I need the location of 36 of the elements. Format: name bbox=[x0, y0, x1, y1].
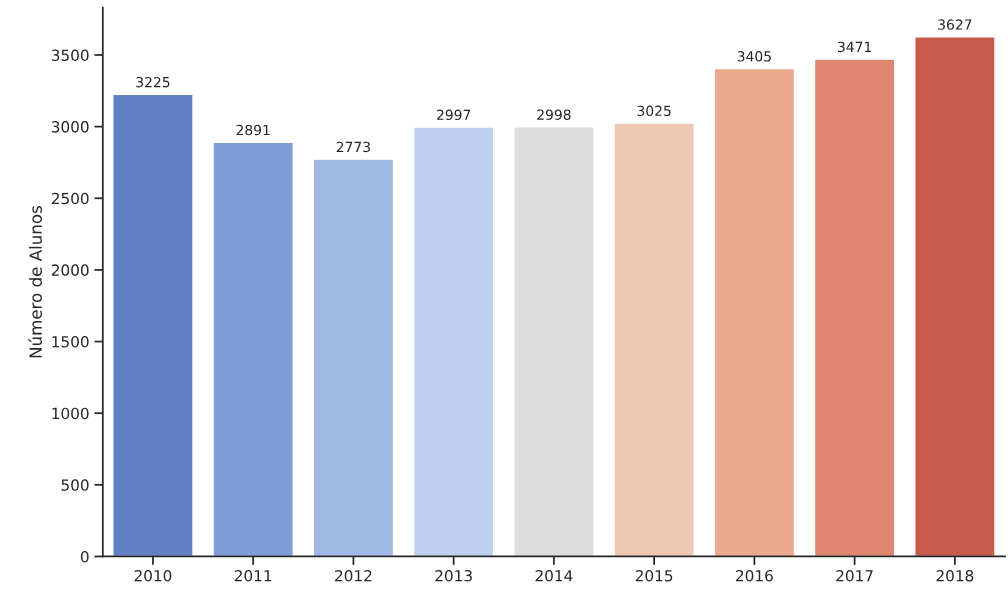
data-label: 2997 bbox=[437, 109, 471, 121]
x-tick-label: 2018 bbox=[936, 569, 974, 582]
bar bbox=[914, 36, 996, 557]
y-tick-label: 1000 bbox=[52, 407, 89, 420]
y-tick-label: 1500 bbox=[52, 336, 89, 348]
y-tick-label: 3500 bbox=[51, 49, 89, 61]
data-label: 2773 bbox=[336, 141, 370, 153]
bar bbox=[312, 158, 395, 557]
data-label: 3025 bbox=[637, 105, 671, 117]
bar bbox=[813, 58, 896, 557]
bar bbox=[112, 93, 194, 557]
bar bbox=[613, 122, 695, 557]
bar bbox=[713, 67, 796, 557]
x-tick-label: 2016 bbox=[736, 569, 773, 582]
data-label: 3471 bbox=[838, 41, 872, 53]
y-axis-title: Número de Alunos bbox=[28, 206, 42, 358]
x-tick-label: 2015 bbox=[635, 569, 673, 582]
x-tick-label: 2017 bbox=[836, 569, 873, 582]
y-tick-label: 0 bbox=[80, 550, 89, 563]
data-label: 3225 bbox=[136, 76, 170, 88]
x-tick-label: 2011 bbox=[234, 569, 272, 582]
x-tick-label: 2014 bbox=[535, 569, 573, 582]
x-tick-label: 2010 bbox=[134, 569, 172, 582]
data-label: 2998 bbox=[537, 109, 571, 120]
y-tick-label: 2500 bbox=[51, 192, 89, 205]
y-tick-label: 500 bbox=[61, 479, 89, 491]
data-label: 3405 bbox=[737, 51, 771, 62]
data-label: 3627 bbox=[938, 19, 972, 30]
y-tick-label: 3000 bbox=[51, 121, 89, 133]
x-tick-label: 2013 bbox=[435, 569, 472, 582]
x-tick-label: 2012 bbox=[335, 569, 372, 582]
bar bbox=[412, 126, 495, 557]
y-tick-label: 2000 bbox=[51, 264, 89, 276]
bar bbox=[212, 141, 294, 557]
data-label: 2891 bbox=[236, 124, 270, 136]
bar bbox=[513, 126, 595, 557]
